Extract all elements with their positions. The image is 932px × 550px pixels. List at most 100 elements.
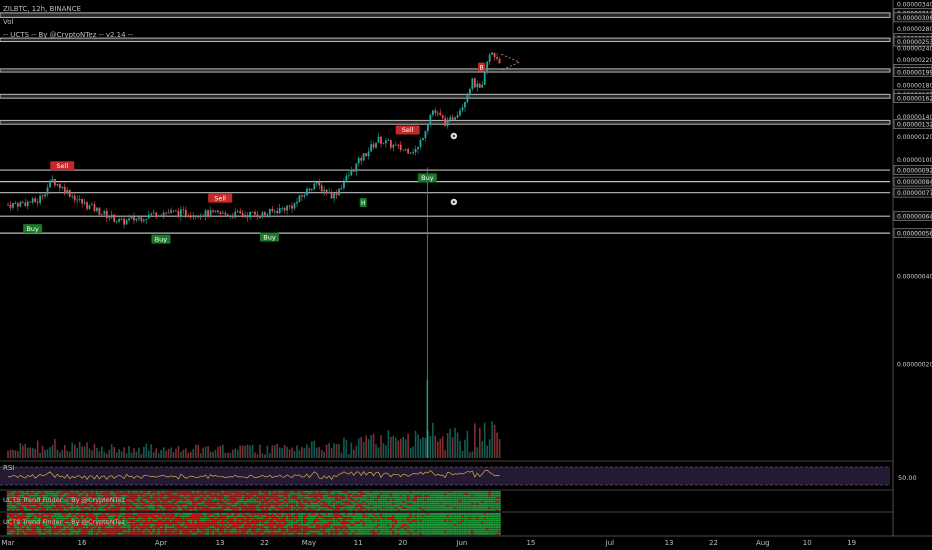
trend-cell bbox=[273, 519, 277, 522]
trend-cell bbox=[85, 513, 89, 515]
trend-cell bbox=[310, 526, 314, 529]
trend-cell bbox=[466, 505, 469, 507]
trend-cell bbox=[275, 532, 279, 535]
trend-cell bbox=[461, 530, 464, 533]
trend-cell bbox=[150, 507, 153, 509]
trend-cell bbox=[90, 524, 94, 526]
trend-cell bbox=[24, 515, 27, 518]
candle-body bbox=[439, 112, 442, 116]
trend-cell bbox=[476, 507, 479, 509]
trend-cell bbox=[293, 528, 296, 531]
trend-cell bbox=[382, 491, 385, 493]
trend-cell bbox=[426, 521, 430, 524]
trend-cell bbox=[174, 491, 178, 493]
trend-cell bbox=[231, 493, 235, 495]
trend-cell bbox=[261, 519, 264, 522]
trend-cell bbox=[219, 517, 222, 520]
trend-cell bbox=[443, 513, 447, 515]
trend-cell bbox=[204, 493, 207, 495]
trend-cell bbox=[236, 532, 239, 535]
trend-cell bbox=[434, 528, 437, 531]
trend-cell bbox=[16, 519, 20, 522]
trend-cell bbox=[350, 521, 353, 524]
trend-cell bbox=[93, 515, 96, 518]
trend-cell bbox=[24, 497, 27, 499]
trend-cell bbox=[416, 497, 420, 499]
trend-cell bbox=[152, 532, 155, 535]
trend-cell bbox=[473, 532, 477, 535]
trend-cell bbox=[389, 530, 393, 533]
trend-cell bbox=[231, 495, 235, 497]
trend-cell bbox=[419, 501, 422, 503]
trend-cell bbox=[443, 530, 447, 533]
trend-cell bbox=[51, 501, 54, 503]
trend-cell bbox=[320, 532, 323, 535]
candle-body bbox=[291, 205, 293, 209]
volume-bar bbox=[103, 451, 106, 458]
trend-cell bbox=[397, 495, 400, 497]
trend-cell bbox=[46, 513, 49, 515]
trend-cell bbox=[345, 521, 348, 524]
trend-cell bbox=[453, 521, 457, 524]
trend-cell bbox=[241, 513, 244, 515]
volume-bar bbox=[217, 446, 219, 458]
trend-cell bbox=[340, 507, 343, 509]
trend-cell bbox=[340, 513, 343, 515]
volume-bar bbox=[189, 451, 192, 458]
trend-cell bbox=[426, 501, 430, 503]
trend-cell bbox=[229, 515, 232, 518]
trend-cell bbox=[105, 501, 109, 503]
trend-cell bbox=[187, 532, 190, 535]
trend-cell bbox=[453, 501, 457, 503]
trend-cell bbox=[288, 519, 291, 522]
trend-cell bbox=[152, 497, 155, 499]
trend-cell bbox=[221, 521, 225, 524]
trend-cell bbox=[38, 495, 42, 497]
trend-cell bbox=[182, 509, 185, 511]
time-tick-label: 13 bbox=[665, 539, 674, 547]
trend-cell bbox=[112, 509, 116, 511]
time-tick-label: Aug bbox=[756, 539, 770, 547]
trend-cell bbox=[184, 499, 188, 501]
trend-cell bbox=[350, 499, 353, 501]
trend-cell bbox=[159, 491, 163, 493]
trend-cell bbox=[177, 513, 180, 515]
trend-cell bbox=[337, 503, 341, 505]
trend-cell bbox=[355, 532, 358, 535]
volume-bar bbox=[407, 433, 409, 458]
trend-cell bbox=[288, 509, 291, 511]
trend-cell bbox=[350, 495, 353, 497]
trend-cell bbox=[498, 493, 501, 495]
volume-bar bbox=[256, 454, 259, 458]
trend-cell bbox=[409, 526, 412, 529]
trend-cell bbox=[43, 509, 47, 511]
trend-cell bbox=[73, 503, 76, 505]
trend-cell bbox=[275, 507, 279, 509]
trend-cell bbox=[236, 526, 239, 529]
trend-cell bbox=[216, 501, 220, 503]
trend-cell bbox=[387, 532, 390, 535]
trend-cell bbox=[355, 515, 358, 518]
trend-cell bbox=[419, 503, 422, 505]
trend-cell bbox=[325, 530, 328, 533]
trend-cell bbox=[399, 505, 402, 507]
trend-cell bbox=[196, 530, 200, 533]
trend-cell bbox=[372, 507, 375, 509]
trend-cell bbox=[150, 530, 153, 533]
trend-cell bbox=[275, 521, 279, 524]
trend-cell bbox=[16, 497, 20, 499]
trend-cell bbox=[226, 491, 230, 493]
trend-cell bbox=[382, 497, 385, 499]
trend-cell bbox=[78, 505, 81, 507]
trend-cell bbox=[421, 501, 425, 503]
trend-cell bbox=[352, 495, 356, 497]
trend-cell bbox=[78, 526, 81, 529]
trend-cell bbox=[394, 530, 398, 533]
candle-body bbox=[221, 212, 224, 214]
volume-bar bbox=[439, 438, 442, 458]
trend-cell bbox=[216, 528, 220, 531]
trend-cell bbox=[498, 515, 501, 518]
trend-cell bbox=[184, 501, 188, 503]
trend-cell bbox=[206, 530, 210, 533]
trend-cell bbox=[315, 497, 318, 499]
